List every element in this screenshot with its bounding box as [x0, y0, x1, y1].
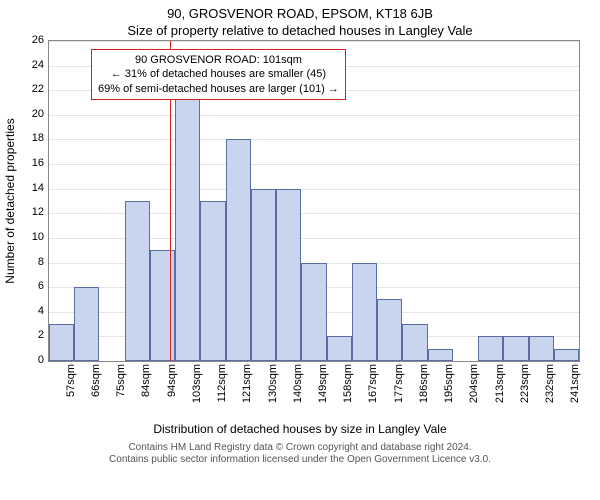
y-tick-label: 26 [32, 34, 44, 46]
annotation-line1: 90 GROSVENOR ROAD: 101sqm [98, 53, 339, 67]
histogram-bar [150, 250, 175, 361]
y-tick-label: 16 [32, 157, 44, 169]
histogram-bar [175, 90, 200, 361]
x-tick-label: 186sqm [418, 364, 430, 403]
y-tick-label: 6 [38, 280, 44, 292]
x-tick-label: 84sqm [140, 364, 152, 397]
histogram-bar [428, 349, 453, 361]
x-tick-label: 103sqm [191, 364, 203, 403]
x-tick-label: 177sqm [393, 364, 405, 403]
histogram-bar [125, 201, 150, 361]
y-tick-label: 22 [32, 83, 44, 95]
footer-line2: Contains public sector information licen… [0, 454, 600, 466]
x-ticks-wrap: 57sqm 66sqm 75sqm 84sqm 94sqm 103sqm 112sqm 121… [0, 362, 600, 420]
footer-line1: Contains HM Land Registry data © Crown c… [0, 442, 600, 454]
histogram-bar [554, 349, 579, 361]
x-tick-label: 140sqm [292, 364, 304, 403]
x-tick-label: 195sqm [443, 364, 455, 403]
y-axis-label: Number of detached properties [3, 118, 17, 283]
y-tick-label: 12 [32, 206, 44, 218]
annotation-line3: 69% of semi-detached houses are larger (… [98, 82, 339, 96]
x-tick-label: 66sqm [90, 364, 102, 397]
gridline [49, 164, 579, 165]
y-tick-label: 24 [32, 59, 44, 71]
gridline [49, 41, 579, 42]
histogram-bar [377, 299, 402, 361]
x-tick-label: 158sqm [342, 364, 354, 403]
plot-area: 90 GROSVENOR ROAD: 101sqm ← 31% of detac… [48, 40, 580, 362]
histogram-bar [226, 139, 251, 361]
y-tick-label: 0 [38, 354, 44, 366]
y-tick-label: 4 [38, 305, 44, 317]
y-tick-label: 14 [32, 182, 44, 194]
histogram-bar [251, 189, 276, 361]
chart-container: 90, GROSVENOR ROAD, EPSOM, KT18 6JB Size… [0, 0, 600, 500]
annotation-box: 90 GROSVENOR ROAD: 101sqm ← 31% of detac… [91, 49, 346, 100]
histogram-bar [352, 263, 377, 361]
x-tick-label: 232sqm [544, 364, 556, 403]
histogram-bar [327, 336, 352, 361]
annotation-line2: ← 31% of detached houses are smaller (45… [98, 67, 339, 81]
x-tick-label: 241sqm [569, 364, 581, 403]
x-tick-label: 130sqm [267, 364, 279, 403]
x-tick-label: 213sqm [494, 364, 506, 403]
gridline [49, 189, 579, 190]
x-ticks: 57sqm 66sqm 75sqm 84sqm 94sqm 103sqm 112sqm 121… [48, 362, 578, 420]
y-tick-label: 8 [38, 256, 44, 268]
x-tick-label: 121sqm [241, 364, 253, 403]
x-tick-label: 75sqm [115, 364, 127, 397]
histogram-bar [49, 324, 74, 361]
subtitle: Size of property relative to detached ho… [0, 21, 600, 40]
histogram-bar [529, 336, 554, 361]
gridline [49, 115, 579, 116]
x-tick-label: 149sqm [317, 364, 329, 403]
page-title: 90, GROSVENOR ROAD, EPSOM, KT18 6JB [0, 0, 600, 21]
y-ticks: 02468101214161820222426 [20, 40, 48, 360]
x-axis-label: Distribution of detached houses by size … [0, 420, 600, 436]
y-tick-label: 20 [32, 108, 44, 120]
histogram-bar [402, 324, 427, 361]
histogram-bar [478, 336, 503, 361]
histogram-bar [301, 263, 326, 361]
histogram-bar [200, 201, 225, 361]
y-axis-label-wrap: Number of detached properties [0, 40, 20, 362]
x-tick-label: 167sqm [367, 364, 379, 403]
footer: Contains HM Land Registry data © Crown c… [0, 436, 600, 466]
y-tick-label: 10 [32, 231, 44, 243]
histogram-bar [74, 287, 99, 361]
y-tick-label: 2 [38, 329, 44, 341]
x-tick-label: 223sqm [519, 364, 531, 403]
histogram-bar [276, 189, 301, 361]
histogram-bar [503, 336, 528, 361]
gridline [49, 139, 579, 140]
x-tick-label: 204sqm [468, 364, 480, 403]
y-tick-label: 18 [32, 132, 44, 144]
plot-row: Number of detached properties 0246810121… [0, 40, 600, 362]
x-tick-label: 57sqm [65, 364, 77, 397]
x-tick-label: 94sqm [166, 364, 178, 397]
x-tick-label: 112sqm [216, 364, 228, 402]
